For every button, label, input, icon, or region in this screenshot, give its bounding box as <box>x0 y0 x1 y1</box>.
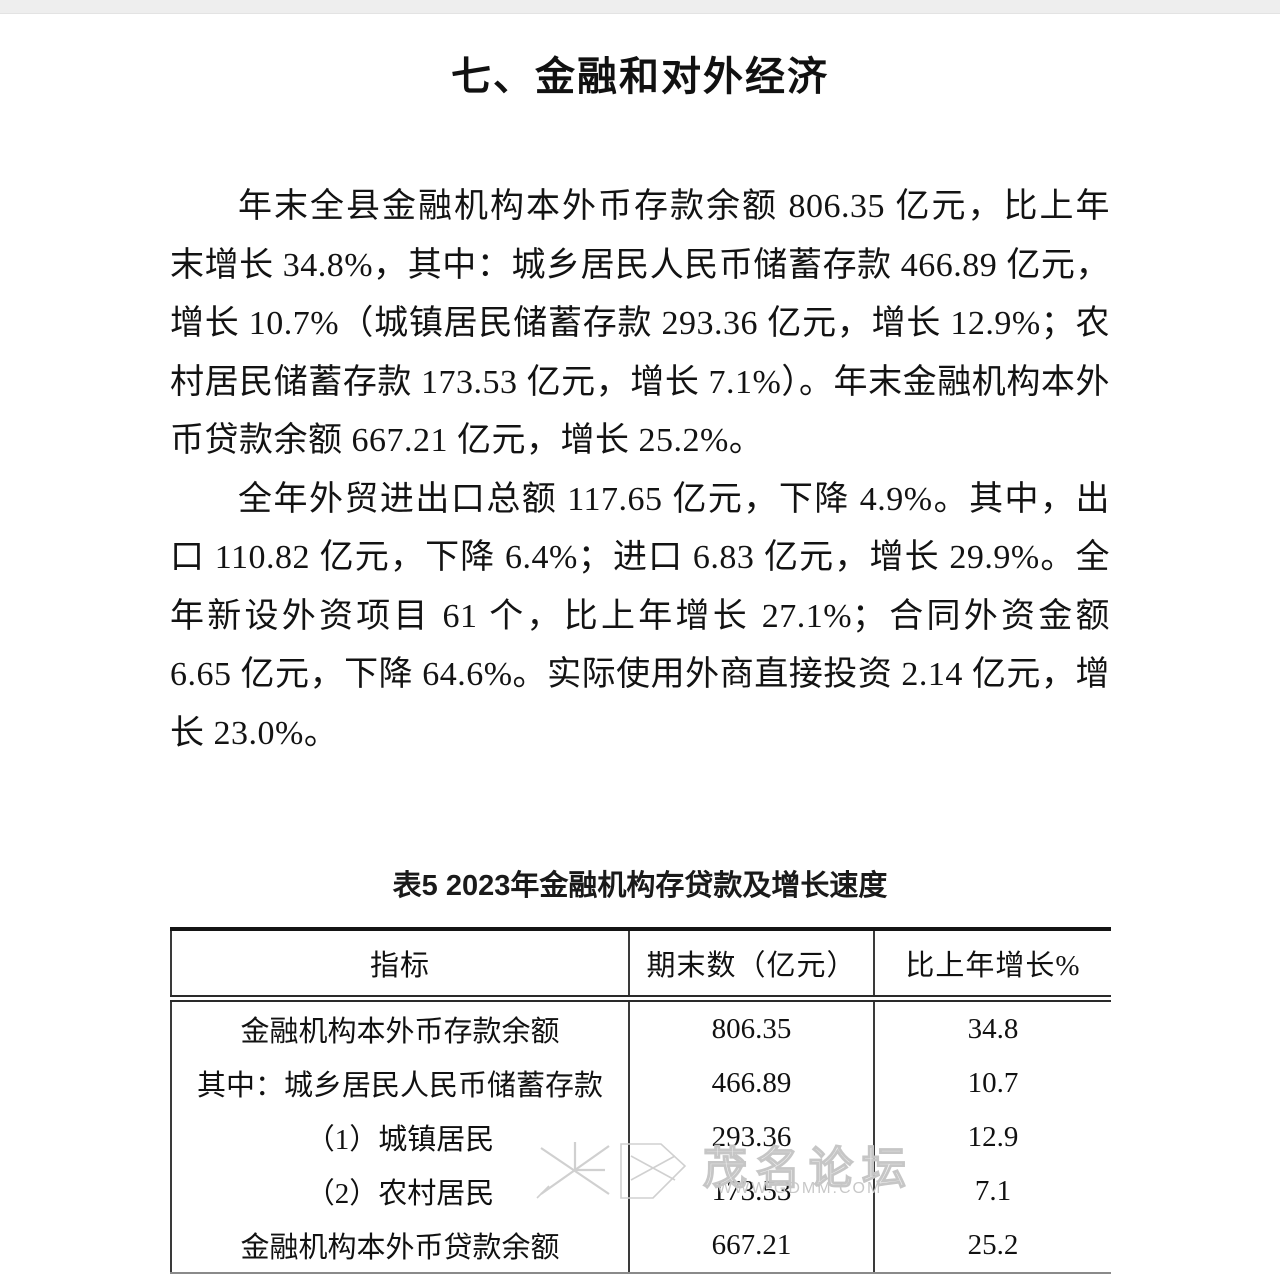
header-period-end: 期末数（亿元） <box>628 929 874 1002</box>
indicator-cell: 金融机构本外币贷款余额 <box>171 1218 629 1274</box>
table-row: 其中：城乡居民人民币储蓄存款 466.89 10.7 <box>171 1056 1111 1110</box>
growth-cell: 34.8 <box>873 998 1111 1056</box>
stats-table: 指标 期末数（亿元） 比上年增长% 金融机构本外币存款余额 806.35 34.8 其… <box>170 927 1111 1274</box>
growth-cell: 25.2 <box>873 1218 1111 1274</box>
table-caption: 表5 2023年金融机构存贷款及增长速度 <box>392 870 888 902</box>
stats-table-header: 指标 期末数（亿元） 比上年增长% <box>171 929 1111 1002</box>
value-cell: 173.53 <box>628 1164 874 1218</box>
header-indicator: 指标 <box>171 929 629 1002</box>
indicator-cell: 其中：城乡居民人民币储蓄存款 <box>196 1070 603 1102</box>
body-paragraphs: 年末全县金融机构本外币存款余额 806.35 亿元，比上年末增长 34.8%，其… <box>170 178 1110 763</box>
table-row: 金融机构本外币贷款余额 667.21 25.2 <box>171 1218 1111 1274</box>
value-cell: 466.89 <box>628 1056 874 1110</box>
header-growth: 比上年增长% <box>873 929 1111 1002</box>
indicator-cell: （2）农村居民 <box>305 1178 495 1210</box>
value-cell: 806.35 <box>628 998 874 1056</box>
page-title: 七、金融和对外经济 <box>451 55 829 99</box>
growth-cell: 12.9 <box>873 1110 1111 1164</box>
value-cell: 293.36 <box>628 1110 874 1164</box>
table-row: 金融机构本外币存款余额 806.35 34.8 <box>171 998 1111 1056</box>
growth-cell: 10.7 <box>873 1056 1111 1110</box>
header-row: 指标 期末数（亿元） 比上年增长% <box>171 929 1111 1002</box>
document-page: 七、金融和对外经济 年末全县金融机构本外币存款余额 806.35 亿元，比上年末… <box>170 13 1111 1274</box>
paragraph: 年末全县金融机构本外币存款余额 806.35 亿元，比上年末增长 34.8%，其… <box>170 188 1110 459</box>
growth-cell: 7.1 <box>873 1164 1111 1218</box>
indicator-cell: （1）城镇居民 <box>305 1124 495 1156</box>
table-row: （2）农村居民 173.53 7.1 <box>171 1164 1111 1218</box>
stats-table-body: 金融机构本外币存款余额 806.35 34.8 其中：城乡居民人民币储蓄存款 466.8… <box>171 998 1111 1274</box>
paragraph: 全年外贸进出口总额 117.65 亿元，下降 4.9%。其中，出口 110.82… <box>170 480 1110 752</box>
indicator-cell: 金融机构本外币存款余额 <box>240 1016 560 1048</box>
table-row: （1）城镇居民 293.36 12.9 <box>171 1110 1111 1164</box>
top-strip <box>0 0 1280 14</box>
value-cell: 667.21 <box>628 1218 874 1274</box>
